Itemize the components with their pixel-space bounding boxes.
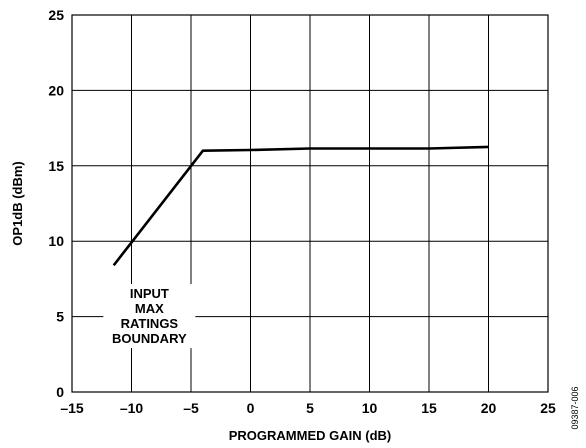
x-tick-label: 10 bbox=[362, 400, 378, 416]
y-tick-labels: 0 5 10 15 20 25 bbox=[48, 7, 64, 400]
plot-frame bbox=[71, 14, 549, 393]
figure-id: 09387-006 bbox=[570, 386, 580, 429]
x-tick-label: 20 bbox=[481, 400, 497, 416]
y-tick-label: 0 bbox=[56, 384, 64, 400]
y-tick-label: 20 bbox=[48, 82, 64, 98]
y-tick-label: 15 bbox=[48, 158, 64, 174]
x-tick-label: –15 bbox=[60, 400, 84, 416]
series-layer bbox=[112, 145, 489, 267]
grid-lines bbox=[72, 15, 548, 392]
series-line bbox=[112, 145, 489, 267]
annotation-line: BOUNDARY bbox=[112, 331, 187, 346]
x-axis-label: PROGRAMMED GAIN (dB) bbox=[229, 428, 392, 443]
annotation-line: RATINGS bbox=[121, 316, 179, 331]
x-tick-label: 5 bbox=[306, 400, 314, 416]
annotation-line: MAX bbox=[135, 301, 164, 316]
x-tick-label: –5 bbox=[183, 400, 199, 416]
x-tick-label: 25 bbox=[540, 400, 556, 416]
x-tick-label: –10 bbox=[120, 400, 144, 416]
x-tick-labels: –15 –10 –5 0 5 10 15 20 25 bbox=[60, 400, 556, 416]
y-axis-label: OP1dB (dBm) bbox=[10, 161, 25, 246]
x-tick-label: 15 bbox=[421, 400, 437, 416]
annotation-line: INPUT bbox=[130, 286, 169, 301]
x-tick-label: 0 bbox=[247, 400, 255, 416]
y-tick-label: 10 bbox=[48, 233, 64, 249]
y-tick-label: 5 bbox=[56, 309, 64, 325]
y-tick-label: 25 bbox=[48, 7, 64, 23]
annotation-background bbox=[103, 284, 196, 349]
